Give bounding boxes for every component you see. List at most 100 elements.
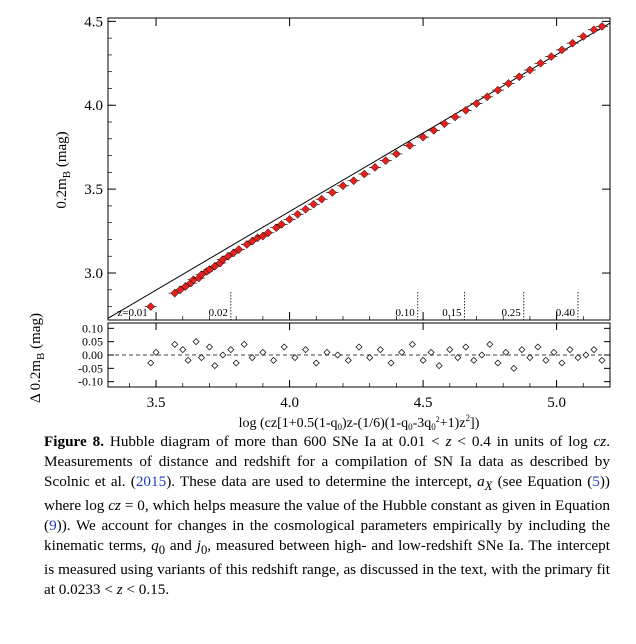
residual-point [502, 348, 510, 356]
residuals-panel: -0.10-0.050.000.050.10 3.5 4.0 4.5 5.0 Δ 0.… [28, 18, 611, 430]
bottom-panel-frame [107, 322, 611, 388]
sn-point [247, 236, 257, 246]
caption-text: )) where log [44, 473, 610, 515]
redshift-marker-label: 0.25 [502, 307, 522, 319]
sn-point [370, 162, 380, 172]
redshift-markers: z=0.01 0.02 0.10 0.15 0.25 0.40 [117, 292, 579, 320]
sn-point [472, 99, 481, 108]
caption-var: z [445, 433, 452, 450]
residual-point [486, 340, 494, 348]
bottom-y-axis-label: Δ 0.2mB (mag) [28, 313, 47, 403]
sn-point [429, 126, 439, 135]
hubble-diagram-panel: z=0.01 0.02 0.10 0.15 0.25 0.40 3.03.54.04.5 … [54, 14, 611, 321]
residual-point [478, 351, 486, 359]
sn-point [392, 149, 401, 159]
y-tick-label: -0.05 [78, 361, 103, 375]
sn-point [258, 231, 268, 241]
top-y-ticks: 3.0 3.5 4.0 4.5 [84, 14, 610, 307]
sn-point [568, 38, 577, 48]
residual-point [427, 348, 435, 356]
sn-point [327, 188, 337, 197]
caption-var: z [116, 581, 123, 599]
residual-point [219, 351, 227, 359]
caption-text: < 0.4 in units of log [451, 433, 594, 450]
redshift-marker-label: 0.40 [556, 307, 576, 319]
residual-point [534, 343, 542, 351]
sn-point [181, 282, 190, 291]
caption-text: )). We account for changes in the cosmol… [44, 517, 610, 555]
residual-point [147, 359, 155, 367]
residual-point [205, 343, 213, 351]
residual-point [259, 348, 267, 356]
x-axis-label: log (cz[1+0.5(1-q0)z-(1/6)(1-q0-3q02+1)z… [239, 413, 480, 430]
caption-var: j [196, 537, 201, 555]
residual-point [408, 340, 416, 348]
sn-point [301, 204, 310, 214]
sn-point [293, 209, 302, 219]
sn-point [493, 85, 503, 95]
sn-point [461, 105, 471, 115]
redshift-marker-label: 0.02 [209, 307, 228, 319]
sn-point [514, 72, 524, 82]
caption-var-sub: 0 [158, 543, 166, 558]
residual-point [454, 354, 462, 362]
top-panel-frame [107, 17, 611, 321]
sn-point [234, 245, 244, 254]
sn-point [557, 45, 567, 55]
sn-point [338, 181, 348, 191]
residual-point [171, 340, 179, 348]
x-tick-label: 4.5 [414, 395, 433, 411]
sn-point [309, 199, 318, 209]
residual-point [334, 351, 342, 359]
equation-link[interactable]: 5 [592, 473, 600, 490]
caption-text: Hubble diagram of more than 600 SNe Ia a… [104, 433, 446, 450]
top-y-axis-label: 0.2mB (mag) [54, 131, 73, 208]
residual-point [574, 354, 582, 362]
y-tick-label: 4.0 [84, 98, 103, 114]
sn-point [546, 52, 556, 61]
residual-points [147, 338, 606, 372]
caption-var-sub: X [484, 479, 493, 494]
redshift-marker-label: 0.15 [442, 307, 462, 319]
y-tick-label: 0.05 [82, 335, 103, 349]
residual-point [510, 364, 518, 372]
residual-point [598, 356, 606, 364]
sn-point [277, 220, 286, 229]
residual-point [435, 362, 443, 370]
residual-point [470, 356, 478, 364]
sn-point [175, 285, 185, 295]
caption-text: (see Equation ( [492, 473, 593, 490]
hubble-fit-line [107, 22, 611, 319]
x-ticks: 3.5 4.0 4.5 5.0 [129, 18, 611, 411]
y-tick-label: 3.0 [84, 266, 103, 282]
sn-point [349, 176, 359, 186]
sn-point [405, 141, 415, 150]
sn-point [263, 228, 273, 238]
sn-point [597, 22, 607, 31]
sn-point [205, 265, 214, 275]
sn-point [418, 132, 428, 142]
citation-link[interactable]: 2015 [135, 473, 167, 490]
x-tick-label: 4.0 [280, 395, 299, 411]
residual-point [291, 354, 299, 362]
residual-point [355, 343, 363, 351]
residual-point [542, 356, 550, 364]
sn-point [450, 112, 460, 122]
figure-label: Figure 8. [44, 433, 104, 450]
residual-point [197, 354, 205, 362]
sn-point [170, 288, 180, 298]
residual-point [152, 348, 160, 356]
caption-var: cz [593, 433, 607, 450]
residual-point [232, 359, 240, 367]
y-tick-label: 3.5 [84, 182, 103, 198]
sn-point [317, 194, 326, 204]
residual-point [494, 359, 502, 367]
residual-point [518, 346, 526, 354]
caption-var: q [151, 537, 159, 555]
caption-var: cz [108, 497, 121, 515]
sn-point [482, 92, 492, 102]
caption-text: = 0, which helps measure the value of th… [44, 497, 610, 535]
residual-point [312, 359, 320, 367]
equation-link[interactable]: 9 [49, 517, 57, 535]
sn-point [536, 58, 545, 68]
